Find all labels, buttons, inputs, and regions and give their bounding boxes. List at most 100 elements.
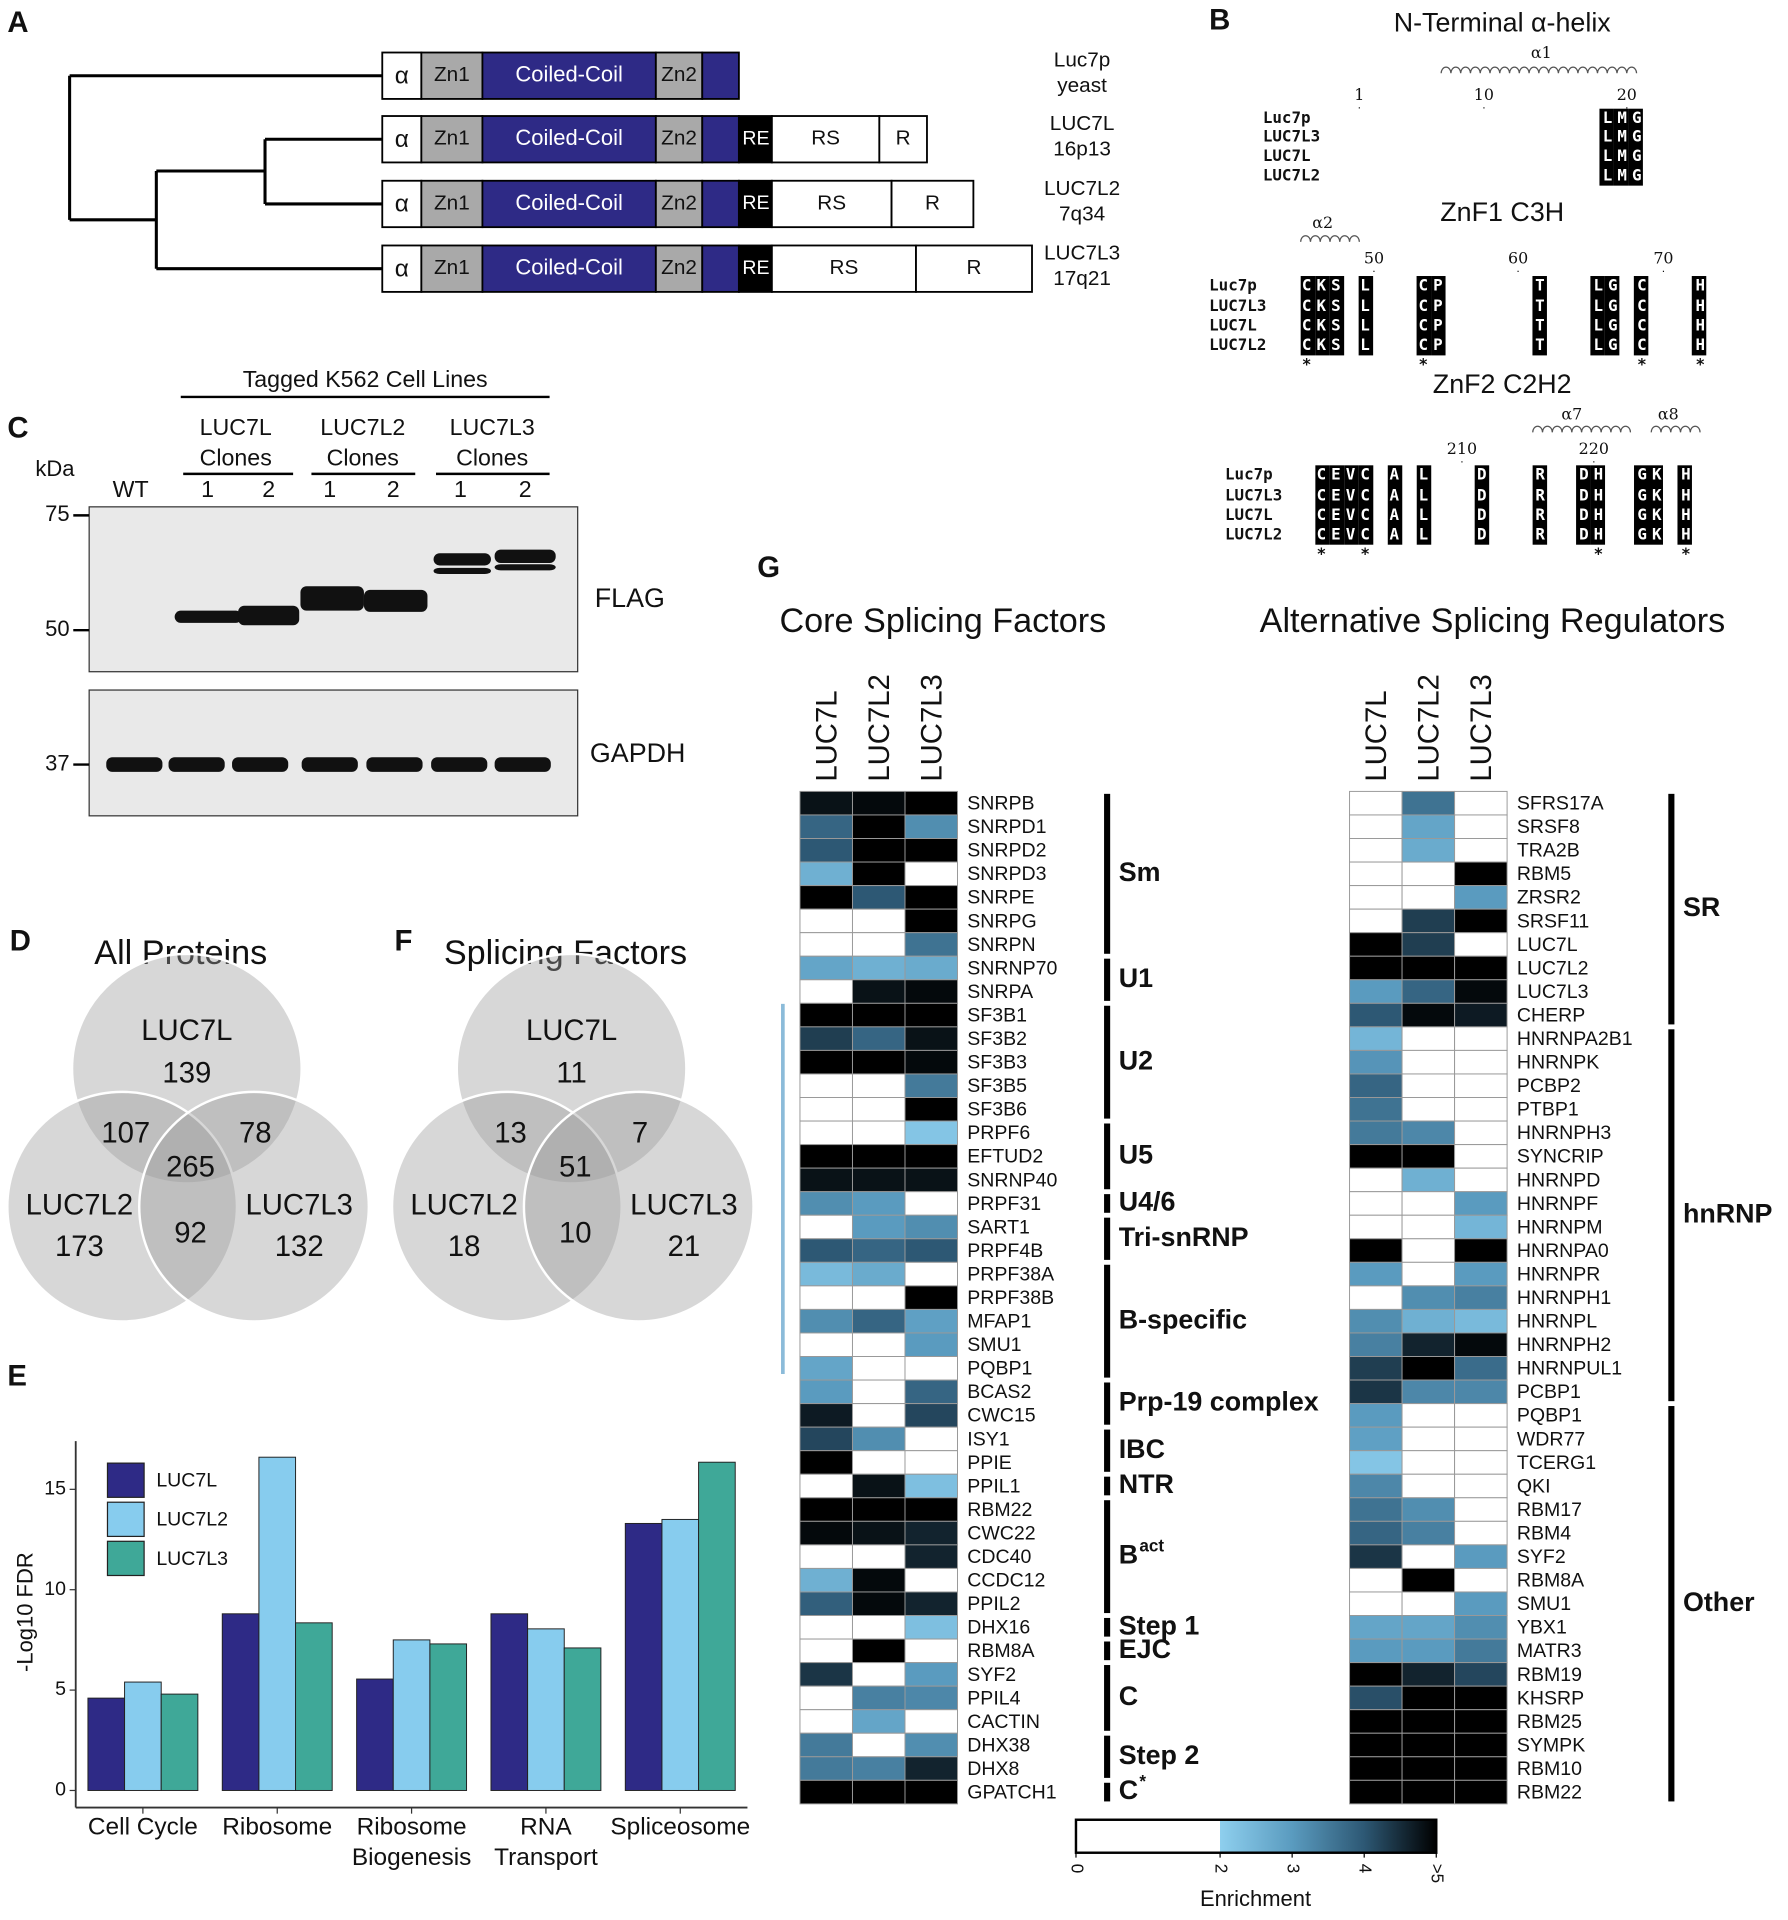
heatmap-cell xyxy=(1454,1520,1508,1546)
group-label: Tri-snRNP xyxy=(1119,1222,1249,1252)
conserved-column xyxy=(1344,465,1359,545)
heatmap-cell xyxy=(904,1779,958,1805)
sequence: ....MSAQAQMRALLDQLMGT xyxy=(1354,146,1656,165)
heatmap-cell xyxy=(851,1779,906,1805)
band xyxy=(174,610,242,623)
heatmap-cell xyxy=(851,1238,906,1263)
row-label: HNRNPF xyxy=(1517,1193,1598,1215)
bar xyxy=(392,1639,431,1791)
zn2-domain xyxy=(654,115,704,164)
heatmap-cell xyxy=(904,1191,958,1216)
heatmap-cell xyxy=(904,1167,958,1193)
venn-set xyxy=(455,952,688,1185)
heatmap-cell xyxy=(904,861,958,887)
group-bar xyxy=(1104,1123,1111,1190)
residue-dot: . xyxy=(1358,97,1361,111)
heatmap-cell xyxy=(799,1167,853,1193)
heatmap-cell xyxy=(799,885,853,910)
colorbar-label: Enrichment xyxy=(1200,1886,1311,1911)
heatmap-cell xyxy=(904,1214,958,1240)
heatmap-cell xyxy=(799,1285,853,1310)
heatmap-cell xyxy=(904,979,958,1004)
heatmap-cell xyxy=(851,1732,906,1758)
rs-domain xyxy=(770,115,881,164)
conserved-column xyxy=(1416,465,1432,545)
heatmap-cell xyxy=(1349,885,1403,910)
heatmap-cell xyxy=(851,1285,906,1310)
conserved-column xyxy=(1532,465,1548,545)
row-label: CHERP xyxy=(1517,1004,1585,1026)
heatmap-cell xyxy=(1401,1285,1456,1310)
domain-label: R xyxy=(925,191,940,214)
sequence-name: LUC7L3 xyxy=(1263,126,1320,145)
heatmap-cell xyxy=(851,1426,906,1452)
heatmap-cell xyxy=(1454,1779,1508,1805)
row-label: HNRNPH3 xyxy=(1517,1122,1611,1144)
tree xyxy=(68,74,383,271)
row-label: TRA2B xyxy=(1517,840,1580,862)
domain-label: RE xyxy=(742,127,769,149)
row-label: RBM8A xyxy=(1517,1570,1584,1592)
heatmap-cell xyxy=(904,1450,958,1475)
domain-label: Zn2 xyxy=(661,191,697,214)
heatmap-cell xyxy=(1454,1450,1508,1475)
heatmap-cell xyxy=(1454,1356,1508,1381)
heatmap-cell xyxy=(904,1732,958,1758)
heatmap-cell xyxy=(1349,861,1403,887)
sequence: ....MSAQAQMRAMLDQLMGT xyxy=(1354,165,1656,184)
heatmap-cell xyxy=(851,1756,906,1781)
heatmap-cell xyxy=(1454,1049,1508,1075)
re-domain xyxy=(737,179,773,229)
blot-label: GAPDH xyxy=(590,738,686,768)
panel-label: D xyxy=(10,925,31,958)
heatmap-cell xyxy=(1401,814,1456,839)
group-label: hnRNP xyxy=(1683,1198,1773,1228)
column-label: LUC7L3 xyxy=(1465,674,1498,782)
column-label: LUC7L xyxy=(810,690,843,781)
heatmap-cell xyxy=(1349,908,1403,934)
heatmap-cell xyxy=(851,1167,906,1193)
venn-count: 11 xyxy=(556,1057,586,1090)
heatmap-cell xyxy=(904,908,958,934)
heatmap-cell xyxy=(904,932,958,957)
domain-label: α xyxy=(395,126,409,153)
heatmap-cell xyxy=(904,1426,958,1452)
heatmap-cell xyxy=(1401,1332,1456,1357)
heatmap-cell xyxy=(1349,1097,1403,1122)
row-label: PRPF4B xyxy=(967,1240,1043,1262)
marker-label: 75 xyxy=(45,501,69,526)
colorbar-tick-label: >5 xyxy=(1428,1864,1447,1883)
row-label: PPIL4 xyxy=(967,1687,1020,1709)
row-label: SYF2 xyxy=(967,1664,1016,1686)
row-label: ZRSR2 xyxy=(1517,887,1581,909)
heatmap-cell xyxy=(799,1261,853,1287)
residue-dot: . xyxy=(1662,261,1665,275)
heatmap-cell xyxy=(1454,790,1508,816)
heatmap-cell xyxy=(1349,1191,1403,1216)
venn-count: 18 xyxy=(448,1230,481,1263)
heatmap-cell xyxy=(1401,1591,1456,1616)
heatmap-cell xyxy=(1401,908,1456,934)
heatmap-cell xyxy=(851,861,906,887)
column-label: LUC7L2 xyxy=(863,674,896,782)
heatmap-cell xyxy=(1349,1709,1403,1734)
legend-label: LUC7L2 xyxy=(156,1509,228,1531)
domain-label: Zn1 xyxy=(434,63,470,86)
heatmap-cell xyxy=(904,1002,958,1028)
heatmap-cell xyxy=(1401,1403,1456,1428)
heatmap-cell xyxy=(851,908,906,934)
band xyxy=(168,757,225,772)
protein-origin: 17q21 xyxy=(1053,267,1111,290)
row-label: PCBP2 xyxy=(1517,1075,1581,1097)
heatmap-cell xyxy=(904,1356,958,1381)
group-label-superscript: act xyxy=(1139,1536,1164,1555)
heatmap-cell xyxy=(1401,932,1456,957)
linker-domain xyxy=(701,179,740,229)
heatmap-cell xyxy=(1454,1403,1508,1428)
heatmap-cell xyxy=(1454,1285,1508,1310)
row-label: SF3B2 xyxy=(967,1028,1027,1050)
row-label: WDR77 xyxy=(1517,1428,1585,1450)
colorbar-tick-label: 2 xyxy=(1212,1864,1231,1874)
conserved-column xyxy=(1416,276,1432,356)
venn-set xyxy=(6,1090,239,1323)
